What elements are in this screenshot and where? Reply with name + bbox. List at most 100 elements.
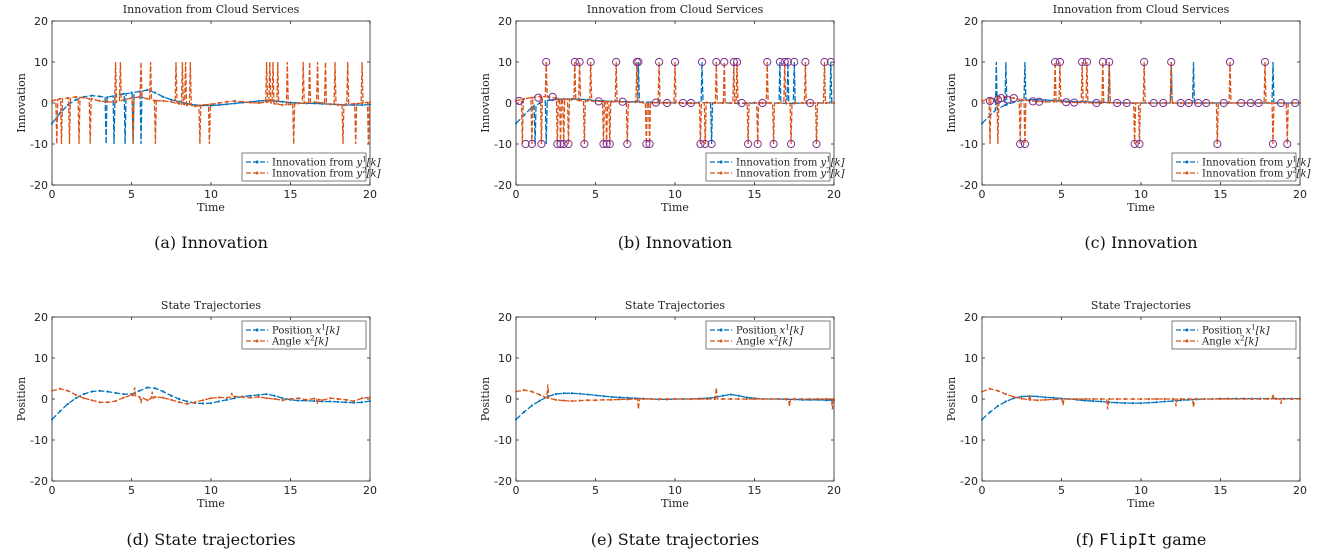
x-tick-label: 0 (979, 188, 986, 201)
legend-var: x (1246, 326, 1252, 337)
attack-marker (1135, 139, 1144, 149)
legend-swatch-marker (719, 171, 723, 175)
series-line (515, 61, 834, 145)
attack-marker (1225, 57, 1235, 67)
data-point (289, 101, 292, 104)
data-point (1036, 395, 1039, 398)
data-point (313, 399, 316, 403)
data-point (570, 399, 573, 403)
x-tick-label: 0 (513, 484, 520, 497)
legend-box (1171, 320, 1297, 350)
data-point (186, 402, 189, 406)
data-point (522, 388, 526, 392)
data-point (90, 97, 93, 100)
attack-marker (801, 57, 810, 67)
data-point (265, 101, 268, 104)
data-point (1012, 96, 1015, 100)
legend-var: x (780, 326, 786, 337)
series-2 (514, 61, 836, 145)
attack-marker (712, 57, 721, 67)
data-point (610, 398, 613, 401)
data-point (689, 397, 693, 401)
data-point (1227, 397, 1230, 401)
attack-marker (521, 139, 530, 149)
data-point (1195, 101, 1198, 105)
data-point (233, 102, 236, 105)
legend-entry: Angle x2[k] (271, 335, 328, 348)
legend-sup: 1 (785, 324, 789, 332)
data-point (146, 399, 149, 402)
data-point (162, 99, 165, 103)
y-tick-label: 20 (498, 15, 512, 28)
data-point (1179, 397, 1182, 401)
attack-marker (599, 139, 608, 149)
data-point (1044, 100, 1047, 103)
y-tick-label: -20 (30, 179, 48, 192)
data-point (562, 97, 565, 100)
data-point (1012, 395, 1015, 399)
data-point (217, 101, 221, 105)
data-point (321, 399, 324, 402)
x-tick-label: 5 (592, 188, 599, 201)
data-point (257, 395, 260, 399)
y-axis-label: Position (479, 377, 492, 421)
attack-marker (586, 57, 595, 67)
attack-marker (1130, 139, 1139, 149)
attack-marker (602, 139, 611, 149)
data-point (1267, 397, 1270, 401)
chart-2: 0 5 10 15 20 -20 -10 0 10 20 Innovation from Cloud… (479, 3, 845, 252)
caption-label: (c) (1084, 233, 1105, 252)
data-point (106, 401, 109, 404)
x-axis-label: Time (1127, 497, 1155, 510)
data-point (130, 96, 133, 100)
data-point (642, 397, 645, 401)
legend-entry: Position x1[k] (272, 324, 340, 337)
chart-title: State Trajectories (161, 299, 262, 312)
data-point (337, 397, 340, 401)
data-point (154, 395, 157, 399)
y-tick-label: 0 (41, 393, 48, 406)
data-point (345, 401, 348, 404)
attack-marker (1035, 97, 1044, 106)
x-tick-label: 15 (748, 484, 762, 497)
data-point (98, 99, 101, 103)
attack-marker (642, 139, 651, 149)
attack-marker (1078, 57, 1087, 67)
attack-marker (570, 57, 579, 67)
legend-var: x (1234, 337, 1240, 348)
attack-marker (651, 98, 661, 107)
legend-sup: 1 (826, 156, 830, 164)
x-axis-label: Time (197, 497, 225, 510)
data-point (74, 397, 77, 400)
data-point (305, 398, 308, 401)
legend-text: Innovation from (272, 169, 356, 180)
data-point (162, 390, 165, 393)
data-point (1020, 395, 1023, 398)
legend-index: [k] (831, 169, 845, 180)
data-point (66, 96, 69, 100)
data-point (832, 101, 836, 105)
caption-text: game (1157, 530, 1207, 549)
y-tick-label: -20 (494, 475, 512, 488)
series-2 (514, 384, 836, 410)
data-point (194, 105, 197, 108)
attack-marker (559, 139, 568, 149)
data-point (1203, 397, 1206, 401)
series-line (515, 384, 835, 410)
data-point (154, 99, 157, 102)
data-point (980, 390, 984, 393)
data-point (122, 392, 125, 396)
x-tick-label: 0 (49, 188, 56, 201)
y-tick-label: 20 (34, 311, 48, 324)
attack-marker (1268, 139, 1278, 149)
data-point (1124, 397, 1127, 401)
data-point (1298, 397, 1302, 401)
legend-swatch-marker (719, 328, 723, 332)
legend-var: y (1285, 169, 1292, 180)
data-point (1235, 397, 1238, 401)
data-point (201, 103, 205, 107)
attack-marker (775, 57, 785, 67)
legend-index: [k] (1244, 337, 1258, 348)
data-point (554, 392, 557, 396)
legend-index: [k] (790, 326, 804, 337)
